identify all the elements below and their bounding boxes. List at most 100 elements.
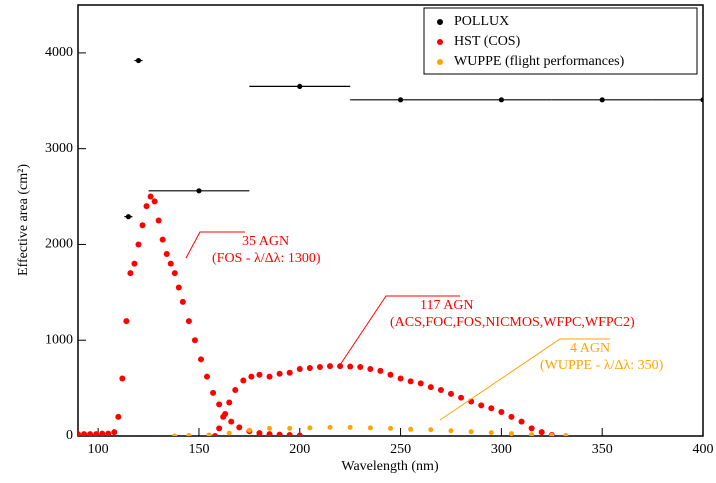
data-point [488, 405, 495, 412]
data-point [147, 193, 154, 200]
plot-frame [77, 4, 704, 437]
x-axis-label: Wavelength (nm) [341, 459, 439, 474]
annotation-leader [185, 231, 245, 259]
annotation-leader [337, 295, 460, 369]
data-point [167, 260, 174, 267]
data-point [111, 429, 118, 436]
data-point [437, 387, 444, 394]
data-point [256, 371, 263, 378]
data-point [327, 363, 334, 370]
data-point [518, 418, 525, 425]
x-tick-label: 300 [491, 442, 512, 457]
data-point [367, 425, 373, 431]
data-point [236, 424, 243, 431]
data-point [286, 432, 293, 436]
x-tick-label: 250 [390, 442, 411, 457]
data-point [220, 413, 227, 420]
data-point [478, 402, 485, 409]
annotation-text: (FOS - λ/Δλ: 1300) [212, 251, 321, 266]
data-point [123, 318, 130, 325]
data-point [206, 432, 212, 436]
legend-box [423, 7, 698, 75]
data-point [228, 418, 235, 425]
data-point [357, 364, 364, 371]
data-point [417, 380, 424, 387]
data-point [307, 425, 313, 431]
data-point [125, 214, 132, 220]
data-point [172, 433, 178, 436]
data-point [367, 365, 374, 372]
data-point [127, 270, 134, 277]
data-point [256, 430, 263, 436]
data-point [306, 364, 313, 371]
y-tick-label: 1000 [45, 332, 73, 347]
data-point [266, 431, 273, 436]
data-point [468, 429, 474, 435]
data-point [155, 217, 162, 224]
legend-label: POLLUX [454, 14, 509, 29]
data-point [388, 425, 393, 431]
legend-marker [437, 19, 443, 25]
x-tick-label: 350 [592, 442, 613, 457]
data-point [327, 424, 333, 430]
data-point [151, 198, 158, 205]
data-point [226, 399, 233, 406]
data-point [296, 432, 303, 436]
data-point [99, 430, 106, 436]
annotation-leader [439, 338, 610, 421]
data-point [246, 427, 252, 433]
legend-marker [437, 59, 443, 65]
data-point [408, 426, 414, 432]
data-point [179, 298, 186, 305]
data-point [135, 57, 142, 64]
data-point [216, 401, 223, 408]
data-point [119, 375, 126, 382]
data-point [286, 369, 293, 376]
y-tick-label: 2000 [45, 237, 73, 252]
data-point [563, 433, 569, 436]
data-point [143, 203, 150, 210]
data-point [139, 222, 146, 229]
y-axis-label: Effective area (cm²) [16, 164, 31, 276]
data-point [87, 431, 94, 436]
data-point [458, 394, 465, 401]
y-tick-label: 0 [66, 428, 73, 443]
data-point [226, 430, 232, 436]
data-point [240, 377, 247, 384]
data-point [232, 387, 239, 394]
data-point [212, 433, 219, 436]
data-point [210, 389, 217, 396]
data-point [387, 371, 394, 378]
annotation-text: 35 AGN [242, 234, 289, 249]
annotation-text: 117 AGN [420, 298, 474, 313]
data-point [267, 425, 273, 431]
legend-marker [437, 39, 443, 45]
data-point [498, 409, 505, 416]
annotation-text: 4 AGN [570, 341, 610, 356]
data-point [185, 318, 192, 325]
data-point [204, 373, 211, 380]
data-point [428, 427, 434, 433]
data-point [427, 384, 434, 391]
data-point [171, 270, 178, 277]
y-tick-label: 4000 [45, 45, 73, 60]
data-point [377, 367, 384, 374]
data-point [248, 373, 255, 380]
data-point [488, 430, 494, 436]
data-point [447, 390, 454, 397]
annotation-text: (ACS,FOC,FOS,NICMOS,WFPC,WFPC2) [390, 315, 635, 330]
data-point [316, 364, 323, 371]
data-point [397, 375, 404, 382]
data-point [186, 433, 192, 436]
data-point [508, 413, 515, 420]
data-point [266, 373, 273, 380]
data-point [135, 241, 142, 248]
data-point [159, 236, 166, 243]
data-point [78, 431, 81, 436]
data-point [498, 97, 504, 103]
y-tick-label: 3000 [45, 141, 73, 156]
data-point [700, 97, 703, 103]
data-point [105, 430, 112, 436]
data-point [191, 337, 198, 344]
